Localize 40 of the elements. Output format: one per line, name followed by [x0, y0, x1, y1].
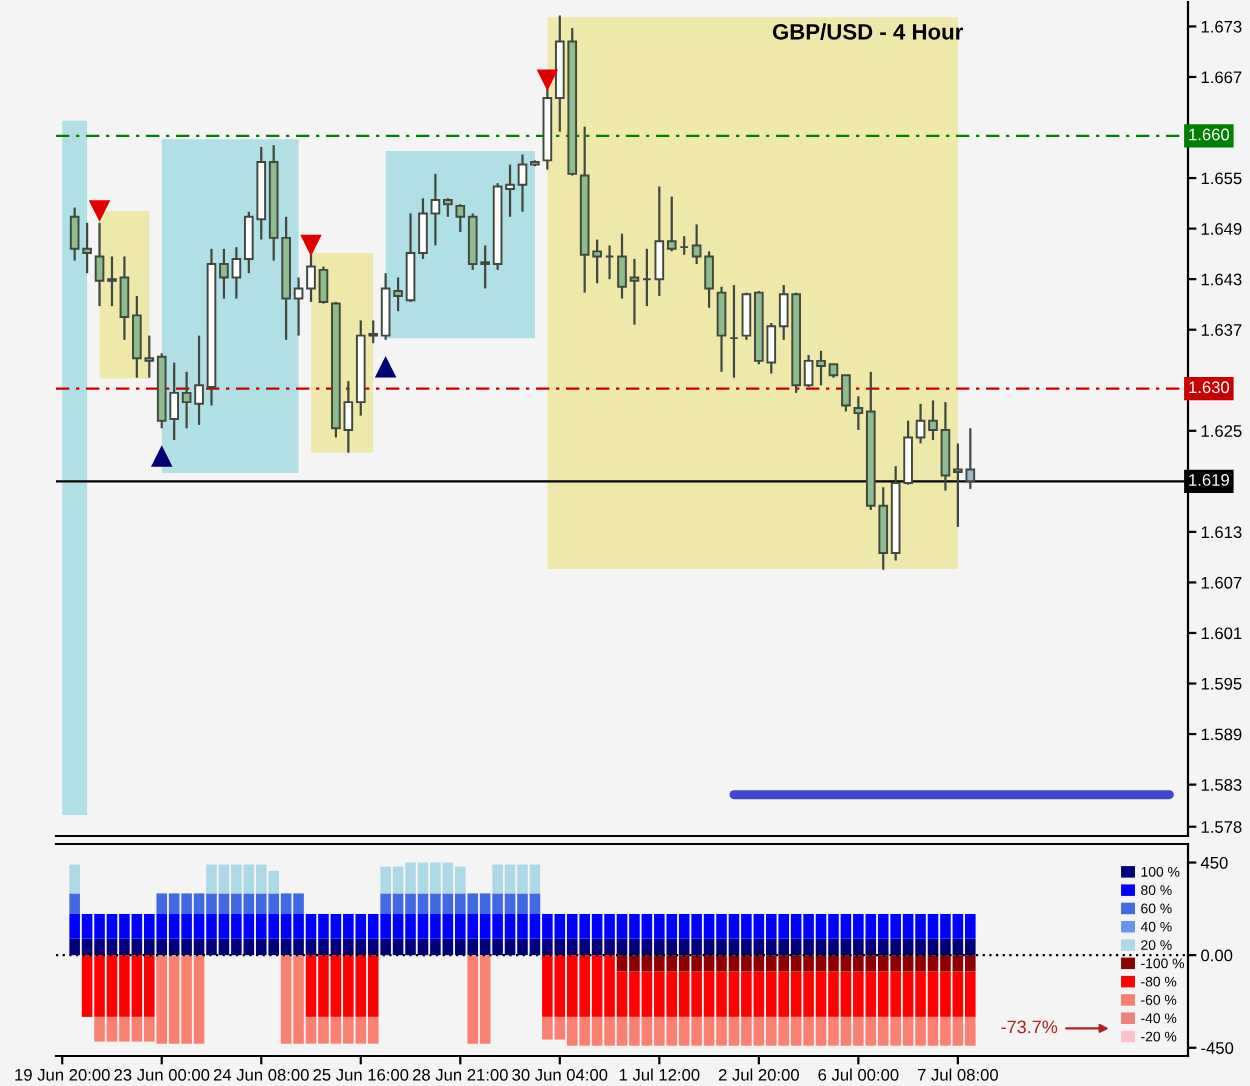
y-tick-label: 1.601 [1201, 627, 1242, 640]
y-tick-label: 1.673 [1201, 20, 1242, 33]
ref-line-label: 1.660 [1189, 128, 1230, 141]
ref-line-label: 1.630 [1189, 381, 1230, 394]
y-tick-label: 1.589 [1201, 728, 1242, 741]
point [374, 356, 397, 378]
y-tick-label: 1.583 [1201, 779, 1242, 791]
y-tick-label: -450 [1201, 1042, 1234, 1054]
y-tick-label: 1.655 [1201, 172, 1242, 185]
candlestick [716, 285, 727, 373]
y-tick-label: 1.578 [1201, 821, 1242, 833]
y-tick-label: 0.00 [1201, 949, 1233, 962]
y-tick-label: 1.667 [1201, 71, 1242, 84]
x-tick-label: 6 Jul 00:00 [818, 1068, 899, 1081]
x-tick-label: 2 Jul 20:00 [718, 1068, 799, 1081]
text: GBP/USD - 4 Hour [772, 23, 963, 40]
point [88, 200, 111, 222]
bar [69, 864, 80, 894]
annotation: -73.7% [1001, 1020, 1058, 1034]
x-tick-label: 1 Jul 12:00 [619, 1068, 700, 1081]
x-tick-label: 23 Jun 00:00 [114, 1068, 210, 1081]
point [300, 234, 322, 257]
x-tick-label: 19 Jun 20:00 [15, 1068, 110, 1081]
x-tick-label: 28 Jun 21:00 [412, 1068, 508, 1081]
x-tick-label: 25 Jun 16:00 [313, 1068, 409, 1081]
y-tick-label: 1.595 [1201, 677, 1242, 690]
x-tick-label: 30 Jun 04:00 [512, 1068, 608, 1081]
y-tick-label: 1.649 [1201, 223, 1242, 235]
y-tick-label: 450 [1200, 856, 1228, 869]
ref-line-label: 1.619 [1189, 474, 1229, 486]
x-tick-label: 24 Jun 08:00 [213, 1068, 309, 1081]
y-tick-label: 1.625 [1201, 425, 1242, 437]
point [536, 69, 559, 92]
y-tick-label: 1.613 [1201, 526, 1242, 539]
y-tick-label: 1.643 [1201, 273, 1242, 286]
y-tick-label: 1.637 [1201, 324, 1242, 336]
bar [69, 893, 80, 914]
x-tick-label: 7 Jul 08:00 [917, 1068, 998, 1081]
y-tick-label: 1.607 [1201, 576, 1242, 589]
point [150, 445, 173, 467]
